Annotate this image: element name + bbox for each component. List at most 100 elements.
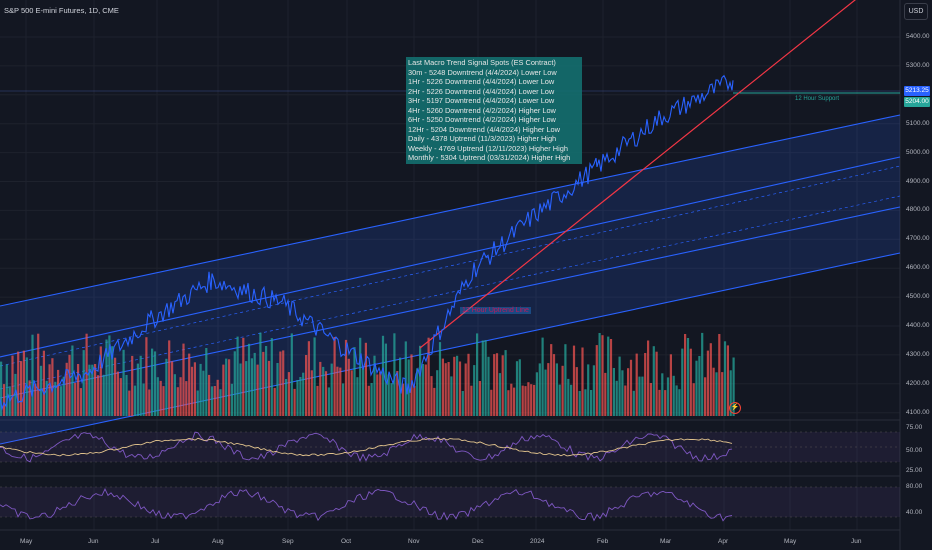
volume-bar — [302, 372, 305, 416]
volume-bar — [108, 335, 111, 416]
volume-bar — [185, 381, 188, 416]
volume-bar — [142, 383, 145, 416]
price-tick-label: 4800.00 — [906, 206, 930, 214]
volume-bar — [282, 350, 285, 416]
volume-bar — [153, 351, 157, 416]
time-tick-label: Jun — [88, 538, 99, 545]
macro-trend-annotation[interactable]: Last Macro Trend Signal Spots (ES Contra… — [406, 57, 582, 164]
volume-bar — [524, 386, 527, 416]
time-tick-label: Oct — [341, 538, 352, 545]
volume-bar — [487, 356, 490, 416]
volume-bar — [484, 340, 487, 416]
volume-bar — [604, 372, 607, 416]
volume-bar — [652, 346, 655, 416]
volume-bar — [125, 375, 128, 416]
volume-bar — [339, 367, 342, 416]
volume-bar — [664, 390, 667, 416]
osc1-tick-label: 50.00 — [906, 447, 923, 454]
uptrend-label: 12 Hour Uptrend Line — [460, 307, 531, 314]
annotation-line: 12Hr - 5204 Downtrend (4/4/2024) Higher … — [408, 124, 561, 134]
volume-bar — [34, 383, 37, 416]
volume-bar — [168, 340, 171, 416]
uptrend-line — [419, 0, 856, 349]
volume-bar — [88, 364, 91, 416]
volume-bar — [219, 389, 222, 416]
volume-bar — [564, 344, 567, 416]
volume-bar — [384, 343, 387, 416]
volume-bar — [644, 353, 647, 416]
volume-bar — [327, 387, 330, 416]
volume-bar — [293, 388, 296, 416]
volume-bar — [148, 389, 151, 416]
volume-bar — [618, 356, 621, 416]
volume-bar — [393, 333, 396, 416]
osc2-line — [0, 488, 733, 522]
price-tick-label: 5100.00 — [906, 119, 930, 127]
time-tick-label: Apr — [718, 538, 729, 545]
volume-bar — [550, 344, 553, 416]
support-price-badge: 5204.00 — [904, 97, 930, 107]
volume-bars — [0, 332, 735, 416]
currency-button[interactable]: USD — [904, 3, 928, 20]
volume-bar — [396, 371, 399, 416]
volume-bar — [681, 348, 684, 416]
volume-bar — [22, 350, 25, 416]
oscillators — [0, 431, 900, 522]
volume-bar — [704, 377, 707, 416]
volume-bar — [438, 342, 442, 416]
volume-bar — [324, 371, 328, 416]
volume-bar — [541, 337, 544, 416]
price-tick-label: 4200.00 — [906, 379, 930, 387]
volume-bar — [42, 350, 45, 416]
volume-bar — [57, 369, 60, 416]
volume-bar — [381, 335, 385, 416]
price-tick-label: 4600.00 — [906, 264, 930, 272]
volume-bar — [513, 387, 516, 416]
volume-bar — [581, 347, 584, 416]
volume-bar — [587, 364, 590, 416]
volume-bar — [732, 357, 735, 416]
volume-bar — [102, 374, 105, 416]
volume-bar — [684, 334, 687, 416]
rsi-line — [0, 431, 733, 463]
volume-bar — [675, 385, 678, 416]
volume-bar — [510, 383, 513, 416]
annotation-line: 3Hr - 5197 Downtrend (4/4/2024) Lower Lo… — [408, 96, 555, 105]
volume-bar — [159, 380, 162, 416]
volume-bar — [390, 383, 393, 416]
volume-bar — [544, 369, 547, 416]
volume-bar — [567, 378, 570, 416]
channel-line — [0, 206, 901, 399]
rsi-ma-line — [0, 437, 733, 457]
chart-title: S&P 500 E-mini Futures, 1D, CME — [4, 6, 119, 15]
volume-bar — [461, 391, 464, 416]
volume-bar — [624, 385, 627, 416]
volume-bar — [621, 370, 624, 416]
volume-bar — [364, 342, 367, 416]
volume-bar — [48, 364, 51, 416]
volume-bar — [242, 337, 245, 416]
volume-bar — [726, 345, 729, 416]
osc2-tick-label: 80.00 — [906, 483, 923, 490]
price-tick-label: 5400.00 — [906, 33, 930, 40]
volume-bar — [686, 338, 690, 416]
volume-bar — [37, 333, 40, 416]
price-tick-label: 5300.00 — [906, 61, 930, 69]
volume-bar — [458, 361, 462, 416]
volume-bar — [270, 338, 273, 416]
volume-bar — [695, 360, 698, 416]
volume-bar — [17, 351, 20, 416]
volume-bar — [173, 374, 176, 416]
volume-bar — [530, 384, 533, 416]
volume-bar — [233, 351, 236, 416]
time-tick-label: 2024 — [530, 538, 545, 545]
volume-bar — [273, 387, 276, 416]
price-tick-label: 4900.00 — [906, 177, 930, 185]
volume-bar — [379, 371, 382, 416]
volume-bar — [165, 358, 168, 416]
annotation-line: 4Hr - 5260 Downtrend (4/2/2024) Higher L… — [408, 105, 556, 115]
volume-bar — [430, 376, 433, 416]
volume-bar — [698, 356, 701, 416]
volume-bar — [362, 368, 365, 416]
alert-icon[interactable]: ⚡ — [729, 402, 741, 414]
